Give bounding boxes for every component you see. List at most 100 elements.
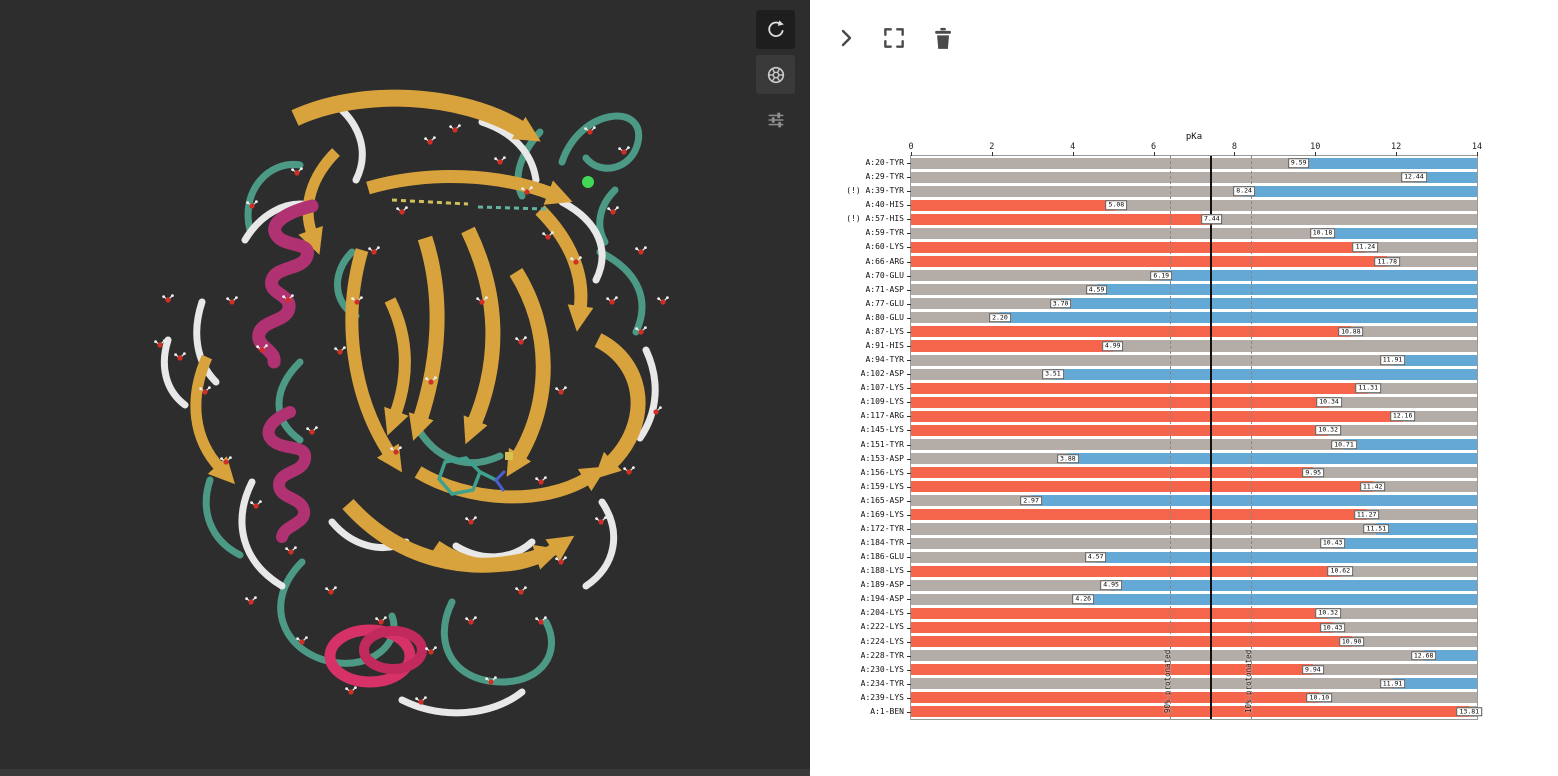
bar-track[interactable] [911,340,1477,352]
bar-segment[interactable] [911,692,1320,704]
residue-label[interactable]: A:71-ASP [865,284,904,294]
residue-label[interactable]: A:20-TYR [865,158,904,167]
residue-label[interactable]: A:156-LYS [860,467,904,477]
residue-label[interactable]: (!) A:39-TYR [846,186,904,196]
residue-label[interactable]: A:234-TYR [860,678,904,688]
residue-label[interactable]: A:109-LYS [860,397,904,407]
residue-label[interactable]: A:94-TYR [865,355,904,365]
residue-label[interactable]: A:189-ASP [860,580,904,590]
bar-segment[interactable] [911,565,1341,577]
residue-label[interactable]: A:107-LYS [860,383,904,393]
bar-segment[interactable] [1322,227,1477,239]
bar-segment[interactable] [911,664,1313,676]
bar-track[interactable] [911,171,1477,183]
residue-label[interactable]: A:117-ARG [860,411,904,421]
bar-track[interactable] [911,678,1477,690]
delete-button[interactable] [926,22,958,54]
bar-segment[interactable] [911,467,1314,479]
residue-label[interactable]: A:59-TYR [865,228,904,238]
residue-label[interactable]: A:29-TYR [865,172,904,182]
residue-label[interactable]: A:159-LYS [860,481,904,491]
residue-label[interactable]: A:204-LYS [860,608,904,618]
bar-segment[interactable] [1392,354,1477,366]
bar-segment[interactable] [911,481,1373,493]
bar-segment[interactable] [1343,439,1477,451]
bar-segment[interactable] [1095,551,1477,563]
residue-label[interactable]: A:60-LYS [865,242,904,252]
bar-segment[interactable] [911,213,1212,225]
residue-label[interactable]: A:77-GLU [865,298,904,308]
bar-segment[interactable] [1376,523,1477,535]
bar-track[interactable] [911,650,1477,662]
residue-label[interactable]: A:151-TYR [860,439,904,449]
bar-track[interactable] [911,354,1477,366]
residue-label[interactable]: A:172-TYR [860,523,904,533]
bar-segment[interactable] [1298,157,1477,169]
bar-segment[interactable] [911,256,1388,268]
bar-track[interactable] [911,227,1477,239]
bar-segment[interactable] [911,424,1329,436]
bar-segment[interactable] [911,706,1470,718]
collapse-panel-button[interactable] [830,22,862,54]
bar-segment[interactable] [999,312,1477,324]
bar-segment[interactable] [911,621,1333,634]
bar-segment[interactable] [911,396,1330,408]
bar-segment[interactable] [1423,650,1477,662]
bar-segment[interactable] [911,340,1113,352]
bar-segment[interactable] [1392,678,1477,690]
bar-segment[interactable] [1052,368,1477,380]
residue-label[interactable]: A:91-HIS [865,340,904,350]
residue-label[interactable]: A:194-ASP [860,594,904,604]
residue-label[interactable]: A:230-LYS [860,664,904,674]
residue-label[interactable]: A:153-ASP [860,453,904,463]
residue-label[interactable]: A:40-HIS [865,200,904,210]
molecule-viewer-panel[interactable] [0,0,810,776]
bar-segment[interactable] [911,382,1369,394]
bar-segment[interactable] [1060,298,1477,310]
bar-segment[interactable] [1096,284,1477,296]
bar-track[interactable] [911,185,1477,197]
residue-label[interactable]: A:102-ASP [860,369,904,379]
bar-segment[interactable] [1067,453,1477,465]
bar-segment[interactable] [911,199,1117,211]
residue-label[interactable]: A:165-ASP [860,495,904,505]
bar-segment[interactable] [911,410,1403,422]
bar-track[interactable] [911,439,1477,451]
bar-segment[interactable] [1413,171,1477,183]
residue-label[interactable]: A:169-LYS [860,509,904,519]
reload-view-button[interactable] [756,10,795,49]
bar-segment[interactable] [911,326,1351,338]
bar-segment[interactable] [911,509,1367,521]
residue-label[interactable]: A:228-TYR [860,650,904,660]
bar-track[interactable] [911,157,1477,169]
bar-track[interactable] [911,199,1477,211]
bar-segment[interactable] [911,241,1366,253]
residue-label[interactable]: A:87-LYS [865,326,904,336]
bar-segment[interactable] [1111,579,1477,591]
bar-segment[interactable] [1083,593,1477,605]
residue-label[interactable]: A:145-LYS [860,425,904,435]
bar-segment[interactable] [1332,537,1477,549]
residue-label[interactable]: A:184-TYR [860,538,904,548]
residue-label[interactable]: A:70-GLU [865,270,904,280]
residue-label[interactable]: (!) A:57-HIS [846,214,904,224]
bar-segment[interactable] [1031,495,1477,507]
residue-label[interactable]: A:224-LYS [860,636,904,646]
bar-track[interactable] [911,523,1477,535]
residue-label[interactable]: A:80-GLU [865,312,904,322]
residue-label[interactable]: A:222-LYS [860,622,904,632]
bar-segment[interactable] [911,636,1352,648]
residue-label[interactable]: A:1-BEN [870,706,904,716]
protein-3d-render[interactable] [0,0,810,776]
residue-label[interactable]: A:186-GLU [860,552,904,562]
residue-label[interactable]: A:188-LYS [860,566,904,576]
residue-label[interactable]: A:239-LYS [860,692,904,702]
bar-segment[interactable] [1161,270,1477,282]
screenshot-button[interactable] [756,55,795,94]
bar-track[interactable] [911,537,1477,549]
bar-segment[interactable] [1244,185,1477,197]
residue-label[interactable]: A:66-ARG [865,256,904,266]
bar-segment[interactable] [911,607,1329,619]
display-settings-button[interactable] [756,100,795,139]
fullscreen-button[interactable] [878,22,910,54]
